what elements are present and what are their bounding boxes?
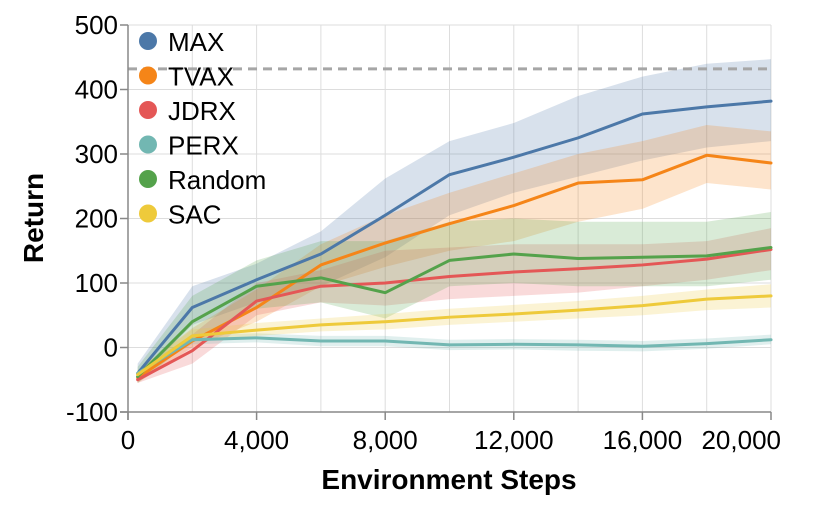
y-tick-label: -100 [66,397,118,427]
y-tick-label: 400 [75,75,118,105]
legend-symbol-random [139,170,157,188]
x-tick-label: 16,000 [603,425,683,455]
series-line-sac [136,294,773,377]
legend-symbol-perx [139,135,157,154]
y-tick-label: 300 [75,139,118,169]
legend-symbol-jdrx [139,101,157,119]
series-line-max [136,99,773,375]
x-tick-label: 8,000 [353,425,418,455]
y-tick-label: 200 [75,204,118,234]
series-lines [136,99,773,382]
series-line-random [136,246,773,379]
x-tick-label: 12,000 [474,425,554,455]
confidence-band-max [137,59,771,380]
legend-label-max: MAX [168,27,224,57]
x-tick-label: 4,000 [224,425,289,455]
y-tick-label: 0 [104,333,118,363]
x-tick-label: 0 [121,425,135,455]
legend-label-perx: PERX [168,131,239,161]
legend: MAX TVAX JDRX PERX Random SAC [139,27,266,230]
legend-label-sac: SAC [168,200,221,230]
legend-label-jdrx: JDRX [168,96,236,126]
legend-symbol-tvax [139,66,157,85]
x-tick-label: 20,000 [701,425,781,455]
legend-symbol-max [139,32,157,50]
legend-label-tvax: TVAX [168,62,234,92]
legend-label-random: Random [168,165,266,195]
y-tick-label: 100 [75,268,118,298]
y-axis-title: Return [18,173,49,263]
confidence-band-tvax [137,124,771,383]
y-tick-label: 500 [75,10,118,40]
confidence-band-random [137,212,771,383]
legend-symbol-sac [139,204,157,223]
series-line-jdrx [136,247,773,382]
series-line-perx [136,336,773,375]
x-axis-title: Environment Steps [321,464,576,495]
